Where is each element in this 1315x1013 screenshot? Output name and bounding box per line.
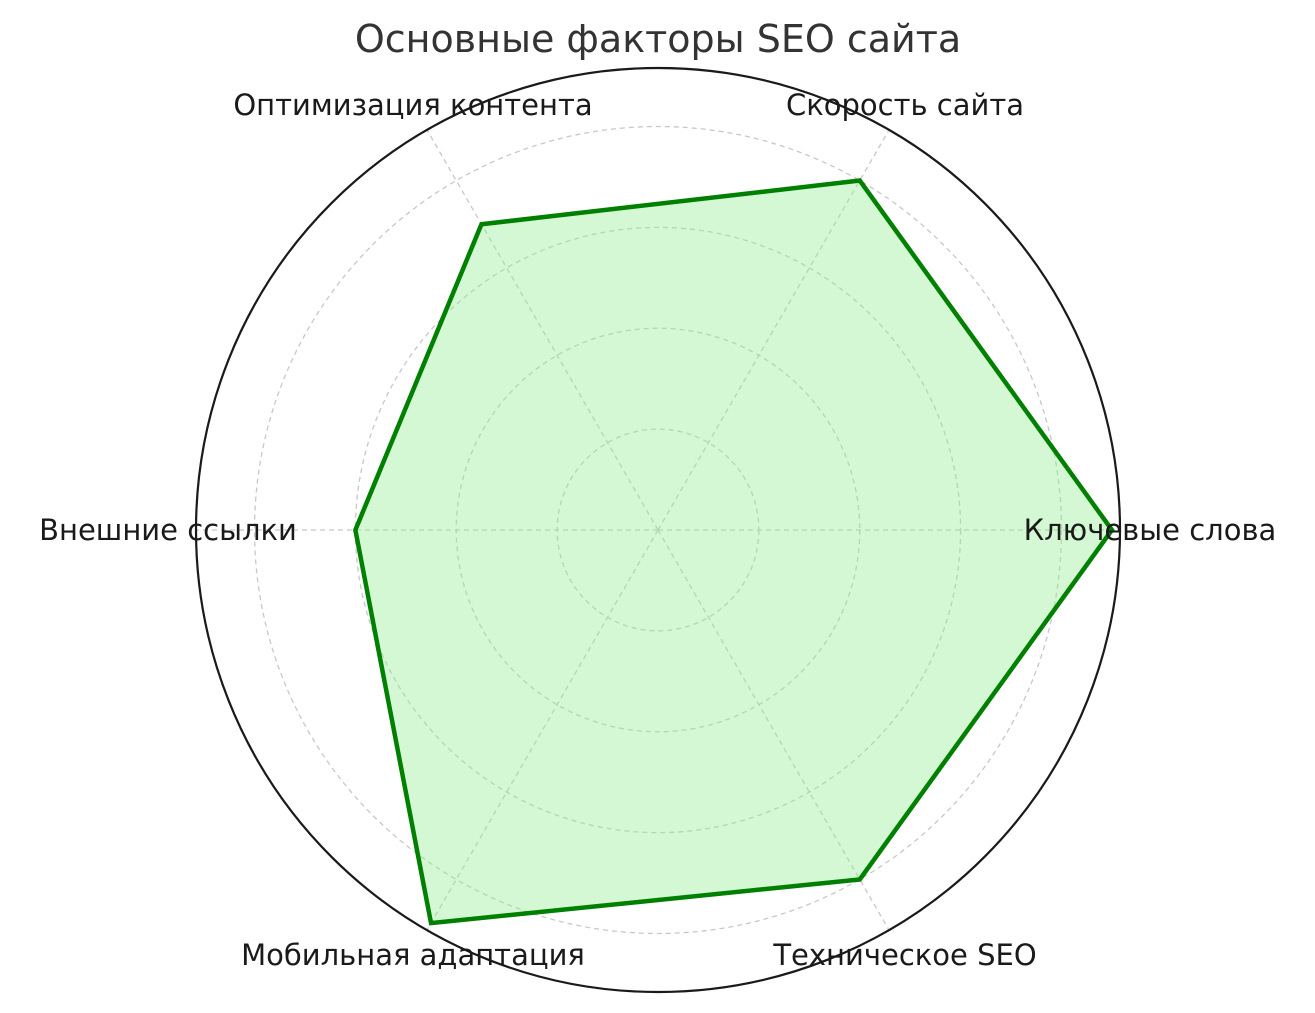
category-label: Мобильная адаптация [241, 938, 585, 972]
outer-frame [194, 66, 1122, 994]
category-label: Внешние ссылки [39, 513, 297, 547]
chart-title: Основные факторы SEO сайта [355, 17, 961, 61]
category-label: Скорость сайта [786, 88, 1024, 122]
category-label: Техническое SEO [772, 938, 1036, 972]
category-label: Ключевые слова [1024, 513, 1277, 547]
series-fill [355, 180, 1112, 924]
series [353, 178, 1115, 926]
grid-spoke [657, 129, 890, 531]
grid-ring [354, 226, 962, 834]
grid-spoke [426, 129, 659, 531]
grid-ring [253, 125, 1063, 935]
grid-spoke [657, 529, 890, 931]
category-label: Оптимизация контента [233, 88, 592, 122]
category-labels: Ключевые слова Скорость сайта Оптимизация … [39, 88, 1276, 972]
grid-spoke [426, 529, 659, 931]
grid [194, 66, 1122, 994]
